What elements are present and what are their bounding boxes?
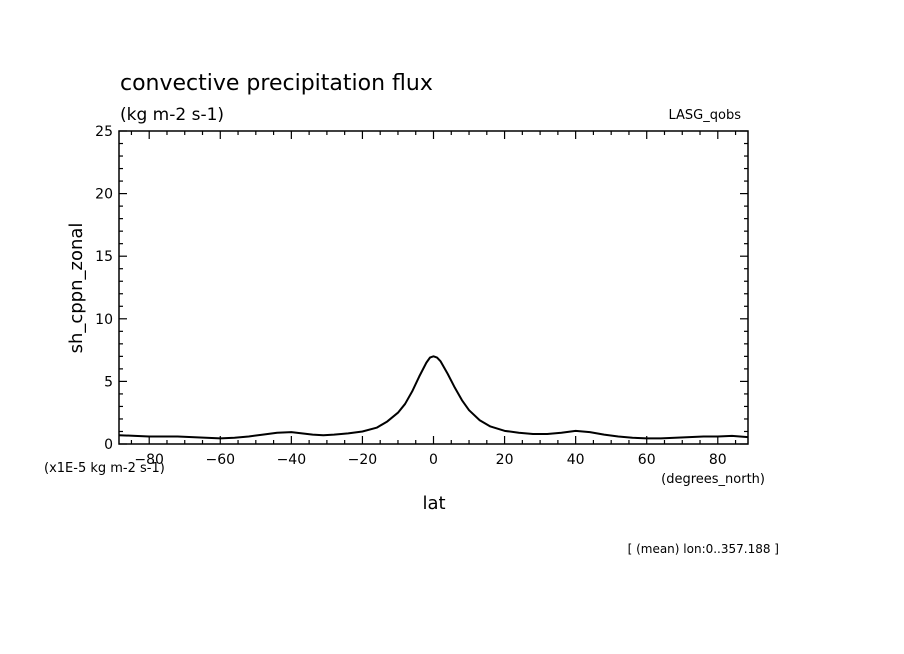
chart-units: (kg m-2 s-1) [120, 105, 224, 125]
x-tick-label: −80 [134, 452, 164, 468]
y-axis-label: sh_cppn_zonal [66, 223, 87, 354]
y-tick-label: 15 [95, 249, 113, 265]
x-tick-label: 0 [429, 452, 438, 468]
x-tick-label: −60 [206, 452, 236, 468]
plot-frame [118, 130, 749, 445]
y-tick-label: 10 [95, 312, 113, 328]
tick-labels: 0 5 10 15 20 25 −80 −60 −40 −20 0 20 40 60 80 [95, 124, 727, 468]
axis-ticks [119, 130, 748, 445]
chart-title: convective precipitation flux [120, 71, 433, 96]
x-tick-label: −20 [348, 452, 378, 468]
dataset-label: LASG_qobs [669, 108, 742, 123]
footer-note: [ (mean) lon:0..357.188 ] [628, 542, 779, 556]
series-line [118, 355, 749, 440]
x-axis-label: lat [422, 493, 445, 514]
y-scale-label: (x1E-5 kg m-2 s-1) [44, 461, 165, 476]
x-tick-label: −40 [277, 452, 307, 468]
y-tick-label: 5 [104, 374, 113, 390]
x-tick-label: 20 [496, 452, 514, 468]
y-tick-label: 25 [95, 124, 113, 140]
x-axis-units: (degrees_north) [661, 472, 765, 487]
x-tick-label: 60 [638, 452, 656, 468]
x-tick-label: 80 [709, 452, 727, 468]
x-tick-label: 40 [567, 452, 585, 468]
y-tick-label: 20 [95, 187, 113, 203]
y-tick-label: 0 [104, 437, 113, 453]
